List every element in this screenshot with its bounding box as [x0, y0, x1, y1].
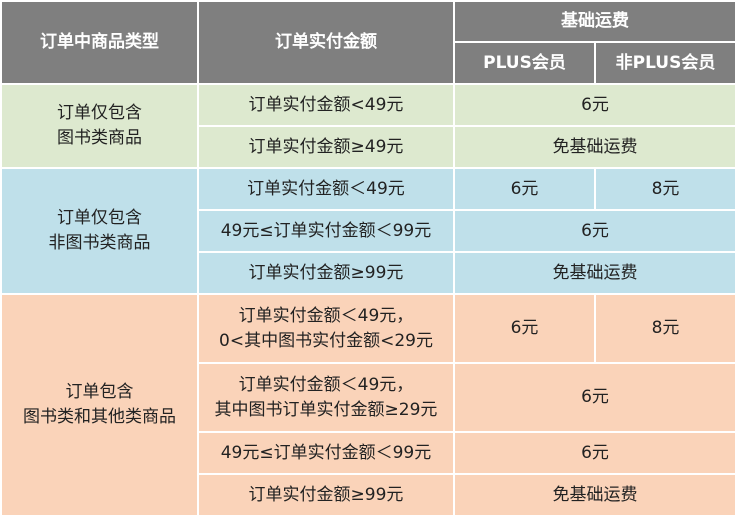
- category-line: 图书类商品: [57, 128, 142, 148]
- amount-cell: 49元≤订单实付金额＜99元: [197, 209, 455, 253]
- amount-cell: 订单实付金额≥49元: [197, 125, 455, 169]
- non-plus-fee-cell: 8元: [594, 167, 735, 211]
- fee-cell: 6元: [453, 209, 735, 253]
- amount-cell: 订单实付金额<49元: [197, 83, 455, 127]
- fee-cell: 6元: [453, 83, 735, 127]
- header-plus-member: PLUS会员: [453, 41, 596, 85]
- fee-cell: 6元: [453, 362, 735, 433]
- category-line: 订单仅包含: [57, 103, 142, 124]
- amount-line: 其中图书订单实付金额≥29元: [214, 399, 438, 420]
- category-cell-books-only: 订单仅包含 图书类商品: [0, 83, 199, 169]
- fee-cell: 6元: [453, 431, 735, 475]
- category-line: 订单仅包含: [57, 208, 142, 229]
- category-line: 图书类和其他类商品: [23, 407, 176, 427]
- amount-cell: 订单实付金额≥99元: [197, 473, 455, 517]
- category-line: 订单包含: [65, 382, 134, 403]
- header-product-type: 订单中商品类型: [0, 0, 199, 85]
- header-amount: 订单实付金额: [197, 0, 455, 85]
- category-cell-non-books-only: 订单仅包含 非图书类商品: [0, 167, 199, 295]
- category-line: 非图书类商品: [48, 233, 151, 253]
- category-cell-books-and-others: 订单包含 图书类和其他类商品: [0, 293, 199, 517]
- amount-cell: 订单实付金额＜49元， 其中图书订单实付金额≥29元: [197, 362, 455, 433]
- fee-cell: 免基础运费: [453, 125, 735, 169]
- amount-cell: 订单实付金额≥99元: [197, 251, 455, 295]
- plus-fee-cell: 6元: [453, 167, 596, 211]
- fee-cell: 免基础运费: [453, 473, 735, 517]
- header-base-shipping: 基础运费: [453, 0, 735, 43]
- non-plus-fee-cell: 8元: [594, 293, 735, 364]
- amount-line: 订单实付金额＜49元，: [238, 374, 414, 395]
- plus-fee-cell: 6元: [453, 293, 596, 364]
- amount-line: 0<其中图书实付金额<29元: [219, 330, 433, 351]
- amount-cell: 订单实付金额＜49元， 0<其中图书实付金额<29元: [197, 293, 455, 364]
- amount-cell: 49元≤订单实付金额＜99元: [197, 431, 455, 475]
- amount-cell: 订单实付金额＜49元: [197, 167, 455, 211]
- amount-line: 订单实付金额＜49元，: [238, 305, 414, 326]
- header-non-plus-member: 非PLUS会员: [594, 41, 735, 85]
- fee-cell: 免基础运费: [453, 251, 735, 295]
